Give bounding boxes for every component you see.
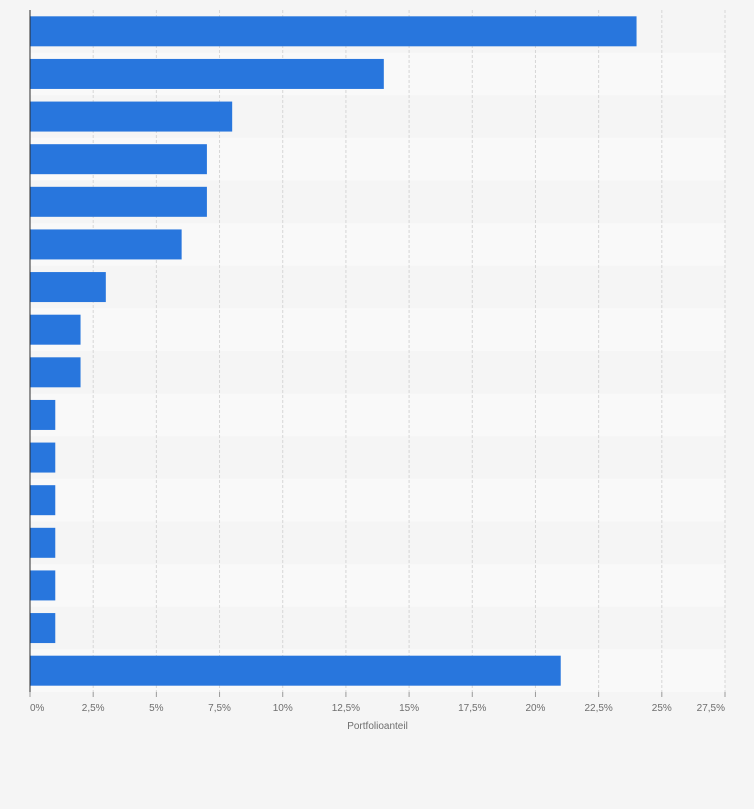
x-tick-label: 2,5% — [82, 703, 105, 714]
x-tick-label: 15% — [399, 703, 419, 714]
bar[interactable] — [30, 16, 637, 47]
bar[interactable] — [30, 144, 207, 175]
row-band — [30, 393, 725, 437]
bar[interactable] — [30, 485, 56, 516]
x-tick-label: 17,5% — [458, 703, 486, 714]
x-tick-label: 12,5% — [332, 703, 360, 714]
bar[interactable] — [30, 399, 56, 430]
bar[interactable] — [30, 186, 207, 217]
x-tick-label: 25% — [652, 703, 672, 714]
row-band — [30, 478, 725, 522]
x-tick-label: 27,5% — [697, 703, 725, 714]
x-tick-label: 22,5% — [584, 703, 612, 714]
bar[interactable] — [30, 655, 561, 686]
bar[interactable] — [30, 314, 81, 345]
row-band — [30, 436, 725, 479]
x-tick-label: 20% — [525, 703, 545, 714]
x-tick-label: 5% — [149, 703, 164, 714]
x-tick-label: 10% — [273, 703, 293, 714]
bar[interactable] — [30, 357, 81, 388]
bar[interactable] — [30, 570, 56, 601]
bar[interactable] — [30, 58, 384, 89]
x-tick-label: 7,5% — [208, 703, 231, 714]
row-band — [30, 521, 725, 565]
bar[interactable] — [30, 613, 56, 644]
bar[interactable] — [30, 272, 106, 303]
bars — [30, 16, 637, 686]
row-band — [30, 308, 725, 351]
row-band — [30, 564, 725, 607]
row-band — [30, 606, 725, 650]
x-tick-labels: 0% 2,5% 5% 7,5% 10% 12,5% 15% 17,5% 20% 22,5% 25% 2… — [29, 692, 726, 714]
bar[interactable] — [30, 101, 233, 132]
bar[interactable] — [30, 527, 56, 558]
x-axis-label: Portfolioanteil — [347, 721, 408, 732]
gridlines — [92, 10, 726, 692]
bar[interactable] — [30, 229, 182, 260]
row-band — [30, 351, 725, 394]
x-tick-label: 0% — [30, 703, 45, 714]
bar[interactable] — [30, 442, 56, 473]
row-band — [30, 265, 725, 309]
